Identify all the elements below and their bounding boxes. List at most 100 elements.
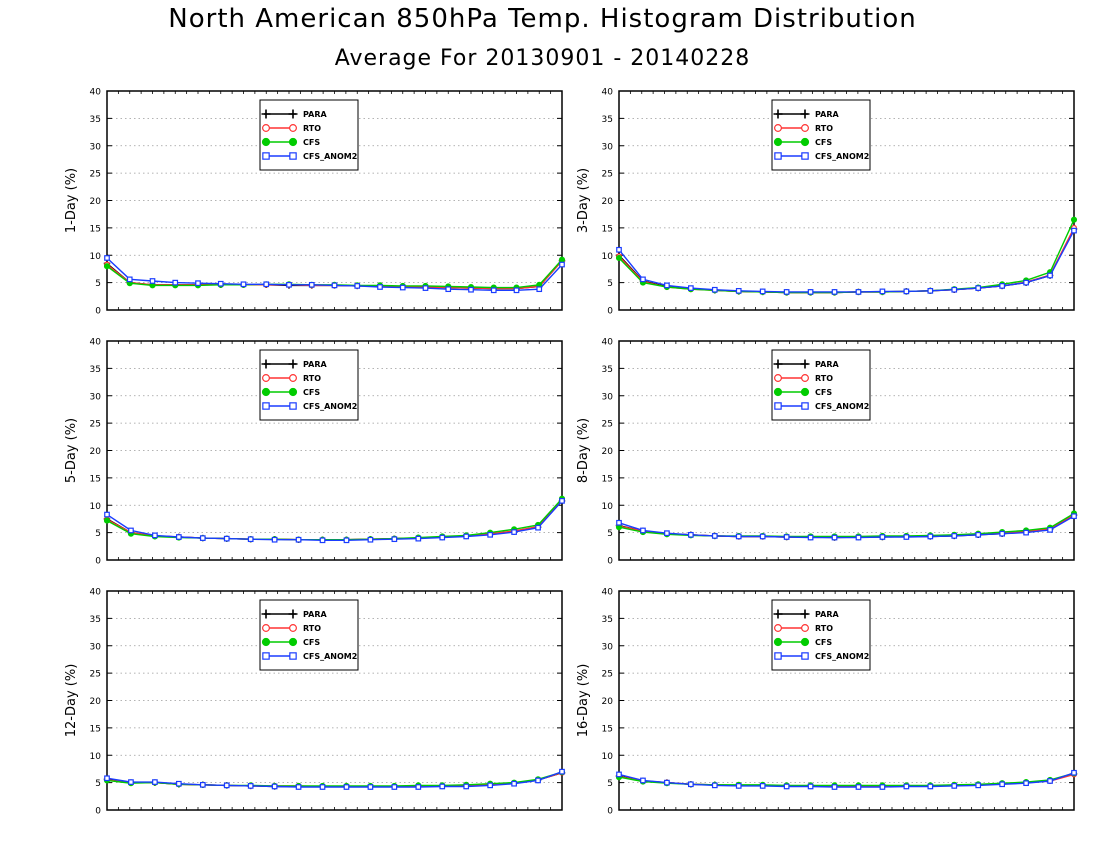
y-tick-label: 35 (90, 115, 101, 125)
series-cfs-anom2 (616, 227, 1077, 295)
y-tick-label: 5 (95, 529, 101, 539)
legend-marker (262, 624, 270, 632)
legend-label: RTO (815, 124, 833, 133)
legend: PARA RTO CFS CFS_ANOM2 (771, 599, 871, 671)
data-point (735, 533, 742, 540)
legend-marker (774, 624, 782, 632)
y-tick-label: 0 (95, 557, 101, 567)
y-tick-label: 25 (90, 170, 101, 180)
legend: PARA RTO CFS CFS_ANOM2 (259, 349, 359, 421)
y-tick-label: 30 (90, 642, 102, 652)
data-point (104, 255, 110, 261)
data-point (295, 536, 302, 543)
data-point (783, 783, 790, 790)
y-tick-label: 5 (607, 529, 613, 539)
y-tick-label: 35 (602, 365, 613, 375)
y-tick-label: 40 (602, 338, 614, 348)
series-line (618, 772, 1075, 788)
data-point (104, 775, 110, 782)
data-point (286, 281, 292, 288)
data-point (240, 281, 247, 288)
data-point (951, 533, 958, 539)
legend-marker (774, 402, 782, 410)
legend-marker (801, 152, 809, 160)
series-rto (103, 496, 565, 543)
data-point (903, 783, 910, 790)
legend-marker (774, 152, 782, 160)
legend-marker (800, 387, 810, 397)
y-tick-label: 20 (90, 697, 102, 707)
data-point (103, 517, 111, 524)
legend-marker (262, 652, 270, 660)
series-line (618, 230, 1075, 293)
y-tick-label: 25 (602, 420, 613, 430)
y-tick-label: 0 (607, 557, 613, 567)
y-tick-label: 5 (607, 279, 613, 289)
data-point (103, 263, 111, 270)
y-tick-label: 35 (602, 615, 613, 625)
panel-5: 0 5 10 15 20 25 30 35 40 12-Day (%) PARA RTO CFS CFS_… (64, 588, 566, 817)
legend-label: CFS (303, 388, 320, 397)
data-point (126, 276, 133, 283)
legend-marker (262, 374, 270, 382)
legend-marker (774, 652, 782, 660)
data-point (999, 283, 1005, 289)
legend-marker (288, 609, 298, 619)
y-tick-label: 20 (602, 697, 614, 707)
data-point (415, 535, 422, 542)
series-cfs-anom2 (104, 498, 565, 544)
y-tick-label: 20 (602, 197, 614, 207)
data-point (759, 783, 766, 789)
y-tick-label: 15 (602, 724, 613, 734)
y-tick-label: 30 (602, 392, 614, 402)
data-point (903, 534, 910, 540)
legend-marker (288, 359, 298, 369)
series-cfs-anom2 (616, 513, 1077, 541)
legend-label: RTO (815, 374, 833, 383)
legend-label: CFS_ANOM2 (303, 402, 357, 411)
y-tick-label: 5 (607, 779, 613, 789)
data-point (295, 784, 302, 790)
legend-label: RTO (303, 374, 321, 383)
data-point (927, 783, 934, 790)
data-point (711, 533, 718, 539)
y-tick-label: 35 (602, 115, 613, 125)
data-point (377, 284, 383, 290)
y-tick-label: 25 (602, 170, 613, 180)
data-point (903, 288, 910, 295)
legend-label: PARA (303, 360, 327, 369)
legend-marker (261, 359, 271, 369)
data-point (664, 282, 670, 289)
y-axis-label: 3-Day (%) (576, 168, 591, 233)
data-point (927, 533, 934, 540)
legend-marker (801, 402, 809, 410)
legend-box (259, 599, 359, 671)
legend-marker (289, 652, 297, 660)
legend-box (771, 99, 871, 171)
data-point (640, 777, 646, 784)
data-point (149, 278, 156, 284)
legend-marker (261, 109, 271, 119)
data-point (975, 285, 982, 291)
data-point (176, 780, 182, 787)
legend-marker (774, 374, 782, 382)
data-point (463, 783, 470, 790)
legend: PARA RTO CFS CFS_ANOM2 (259, 99, 359, 171)
y-tick-label: 25 (602, 670, 613, 680)
legend-marker (773, 109, 783, 119)
y-tick-label: 35 (90, 615, 101, 625)
y-tick-label: 5 (95, 779, 101, 789)
legend-marker (288, 387, 298, 397)
data-point (711, 286, 718, 293)
y-tick-label: 30 (90, 392, 102, 402)
panel-2: 0 5 10 15 20 25 30 35 40 3-Day (%) PARA RTO CFS CFS_A… (576, 88, 1078, 317)
y-tick-label: 10 (602, 252, 614, 262)
y-tick-label: 5 (95, 279, 101, 289)
y-tick-label: 35 (90, 365, 101, 375)
data-point (688, 531, 694, 538)
data-point (490, 287, 497, 294)
data-point (439, 534, 446, 541)
y-tick-label: 0 (607, 807, 613, 817)
y-tick-label: 10 (90, 252, 102, 262)
